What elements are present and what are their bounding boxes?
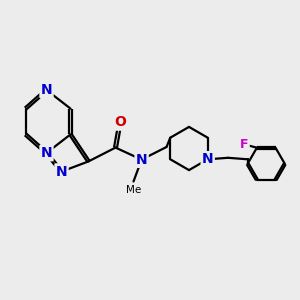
Text: F: F [240,138,249,151]
Text: N: N [41,146,52,160]
Text: N: N [136,153,147,166]
Text: O: O [114,116,126,129]
Text: N: N [202,152,214,166]
Text: N: N [41,83,52,97]
Text: N: N [56,165,67,178]
Text: Me: Me [126,185,141,195]
